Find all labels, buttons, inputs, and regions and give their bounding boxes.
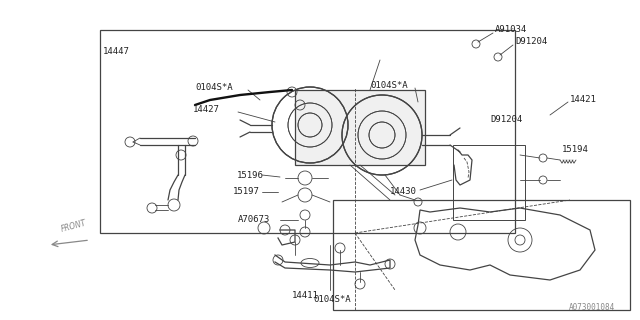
Text: 14447: 14447: [103, 47, 130, 57]
Bar: [100, 30, 515, 233]
Text: 14427: 14427: [193, 106, 220, 115]
Text: D91204: D91204: [515, 37, 547, 46]
Text: 0104S*A: 0104S*A: [370, 81, 408, 90]
Text: 14411: 14411: [292, 291, 319, 300]
Text: 15196: 15196: [237, 171, 264, 180]
Text: A70673: A70673: [238, 215, 270, 225]
Text: 14430: 14430: [390, 188, 417, 196]
Text: 14421: 14421: [570, 95, 597, 105]
Text: A073001084: A073001084: [569, 303, 615, 313]
Text: A91034: A91034: [495, 26, 527, 35]
Text: D91204: D91204: [490, 116, 522, 124]
Bar: [453, 145, 525, 220]
Text: FRONT: FRONT: [60, 219, 88, 234]
Text: 0104S*A: 0104S*A: [195, 84, 232, 92]
Bar: [333, 200, 630, 310]
Text: 0104S*A: 0104S*A: [313, 295, 351, 305]
FancyBboxPatch shape: [295, 90, 425, 165]
Text: 15197: 15197: [233, 188, 260, 196]
Text: 15194: 15194: [562, 146, 589, 155]
